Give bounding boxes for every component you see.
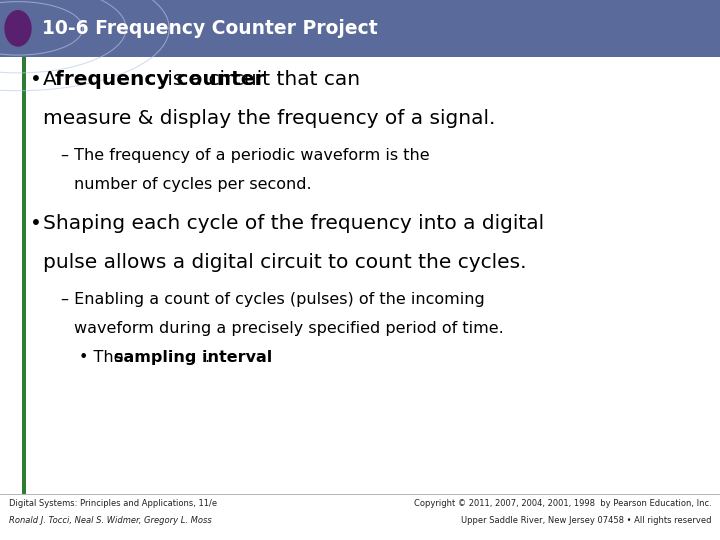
Bar (0, 0, 720, 57)
Text: .: . (204, 350, 209, 366)
Text: measure & display the frequency of a signal.: measure & display the frequency of a sig… (43, 109, 495, 128)
Text: 10-6 Frequency Counter Project: 10-6 Frequency Counter Project (42, 19, 377, 38)
Bar (22, 57, 26, 494)
Text: waveform during a precisely specified period of time.: waveform during a precisely specified pe… (74, 321, 504, 336)
Text: Copyright © 2011, 2007, 2004, 2001, 1998  by Pearson Education, Inc.: Copyright © 2011, 2007, 2004, 2001, 1998… (413, 500, 711, 509)
Text: •: • (30, 214, 42, 233)
Text: Ronald J. Tocci, Neal S. Widmer, Gregory L. Moss: Ronald J. Tocci, Neal S. Widmer, Gregory… (9, 516, 212, 525)
Text: – The frequency of a periodic waveform is the: – The frequency of a periodic waveform i… (61, 148, 430, 164)
Text: • The: • The (79, 350, 129, 366)
Text: A: A (43, 70, 63, 89)
Text: Upper Saddle River, New Jersey 07458 • All rights reserved: Upper Saddle River, New Jersey 07458 • A… (461, 516, 711, 525)
Text: Digital Systems: Principles and Applications, 11/e: Digital Systems: Principles and Applicat… (9, 500, 217, 509)
Text: is a circuit that can: is a circuit that can (161, 70, 361, 89)
Text: – Enabling a count of cycles (pulses) of the incoming: – Enabling a count of cycles (pulses) of… (61, 292, 485, 307)
Ellipse shape (4, 10, 32, 47)
Text: sampling interval: sampling interval (114, 350, 272, 366)
Text: number of cycles per second.: number of cycles per second. (74, 177, 312, 192)
Text: pulse allows a digital circuit to count the cycles.: pulse allows a digital circuit to count … (43, 253, 527, 272)
Text: frequency counter: frequency counter (55, 70, 264, 89)
Text: •: • (30, 70, 42, 89)
Text: Shaping each cycle of the frequency into a digital: Shaping each cycle of the frequency into… (43, 214, 544, 233)
